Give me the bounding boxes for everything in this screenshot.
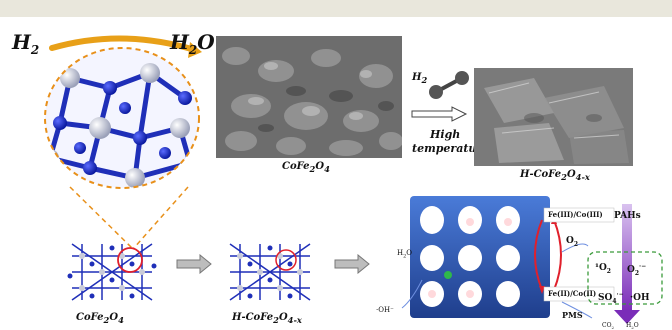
fe2-label: Fe(II)/Co(II)	[548, 289, 597, 298]
h2o-label: H2O	[170, 30, 215, 57]
sem-image-h-cofe2o4	[474, 68, 633, 166]
sem-texture	[216, 36, 402, 158]
crystal-cofe2o4	[67, 243, 157, 301]
sulfate-radical-label: SO4·−	[598, 291, 624, 305]
pahs-label: PAHs	[614, 211, 641, 221]
arrow-h2-label: H2	[412, 72, 428, 85]
sem-texture-right	[474, 68, 633, 166]
h2-label: H2	[12, 30, 40, 57]
superoxide-label: O2·−	[627, 263, 647, 277]
h2-molecule-icon	[429, 71, 469, 99]
singlet-oxygen-label: ¹O2	[595, 263, 611, 275]
hydroxyl-radical-label: ·OH	[630, 293, 650, 303]
header-bar	[0, 0, 672, 17]
temperature-label: temperature	[412, 142, 490, 155]
sem-right-label: H-CoFe2O4-x	[520, 169, 590, 182]
h2o-mech-label: H2O	[397, 249, 413, 260]
h2o-bottom-label: H2O	[626, 322, 639, 330]
oh-minus-label: ·OH⁻	[376, 306, 394, 314]
sem-left-label: CoFe2O4	[282, 161, 330, 174]
bottom-mid-label: H-CoFe2O4-x	[232, 312, 302, 325]
crystal-zoom-illustration	[44, 35, 202, 189]
high-label: High	[430, 128, 461, 141]
arrow-to-mechanism	[334, 254, 370, 274]
o2-label: O2	[566, 236, 579, 248]
catalytic-mechanism-diagram	[401, 196, 663, 324]
sem-image-cofe2o4	[216, 36, 402, 158]
fe3-label: Fe(III)/Co(III)	[548, 210, 603, 219]
arrow-to-h-cofe2o4	[176, 254, 212, 274]
co2-label: CO2	[602, 322, 615, 330]
zoom-connector-lines	[69, 186, 189, 250]
bottom-left-label: CoFe2O4	[76, 312, 124, 325]
crystal-h-cofe2o4	[229, 243, 311, 301]
pms-label: PMS	[562, 310, 583, 320]
process-arrow	[411, 106, 468, 122]
